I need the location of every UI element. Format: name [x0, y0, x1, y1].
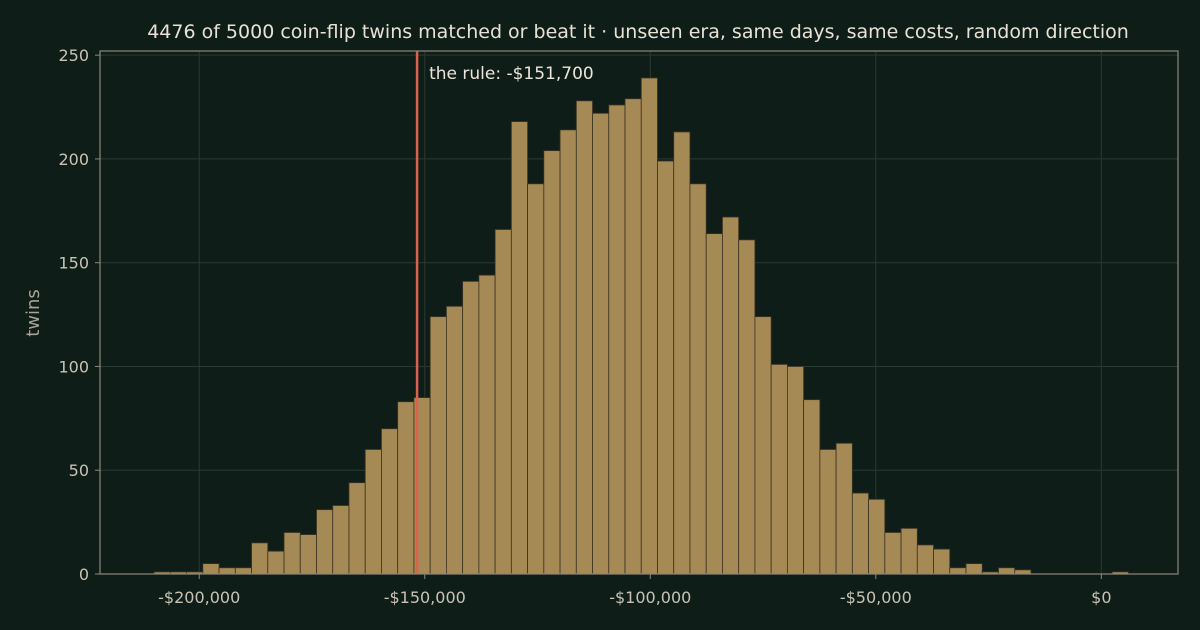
histogram-bar: [299, 534, 317, 575]
histogram-bar: [543, 150, 561, 575]
histogram-bar: [998, 567, 1016, 575]
histogram-bar: [722, 216, 740, 575]
x-tick-label: -$200,000: [158, 588, 240, 607]
histogram-bar: [1014, 569, 1032, 575]
histogram-bar: [429, 316, 447, 575]
histogram-bar: [884, 532, 902, 575]
histogram-bar: [754, 316, 772, 575]
plot-frame: [99, 50, 1179, 575]
histogram-bar: [364, 449, 382, 575]
histogram-bar: [446, 305, 464, 575]
histogram-bar: [234, 567, 252, 575]
histogram-bar: [592, 112, 610, 575]
histogram-bar: [657, 160, 675, 575]
x-tick-label: -$50,000: [840, 588, 912, 607]
x-tick-label: $0: [1091, 588, 1111, 607]
histogram-bar: [527, 183, 545, 575]
y-tick-label: 200: [58, 150, 89, 169]
y-tick-label: 50: [69, 461, 89, 480]
histogram-bar: [900, 527, 918, 575]
histogram-bar: [332, 505, 350, 575]
y-tick-label: 100: [58, 357, 89, 376]
histogram-bar: [738, 239, 756, 575]
histogram-bars: [153, 77, 1129, 575]
histogram-bar: [478, 274, 496, 575]
x-tick-label: -$150,000: [384, 588, 466, 607]
histogram-bar: [283, 532, 301, 575]
histogram-bar: [770, 363, 788, 575]
histogram-bar: [949, 567, 967, 575]
histogram-bar: [673, 131, 691, 575]
histogram-bar: [559, 129, 577, 575]
x-axis-ticks: -$200,000 -$150,000 -$100,000 -$50,000 $0: [158, 574, 1112, 607]
histogram-bar: [803, 399, 821, 575]
y-tick-label: 250: [58, 46, 89, 65]
histogram-bar: [786, 366, 805, 575]
histogram-bar: [965, 563, 983, 575]
rule-annotation: the rule: -$151,700: [429, 64, 594, 84]
histogram-bar: [851, 492, 869, 575]
histogram-bar: [835, 442, 853, 575]
histogram-bar: [933, 548, 951, 575]
histogram-bar: [316, 509, 334, 575]
histogram-bar: [575, 100, 593, 575]
histogram-bar: [608, 104, 626, 575]
histogram-bar: [462, 280, 480, 575]
histogram-bar: [916, 544, 934, 575]
histogram-bar: [819, 449, 837, 575]
histogram-bar: [510, 121, 528, 575]
histogram-bar: [267, 550, 285, 575]
histogram-bar: [494, 229, 512, 575]
x-tick-label: -$100,000: [609, 588, 691, 607]
histogram-bar: [624, 98, 642, 575]
y-axis-label: twins: [23, 289, 44, 337]
histogram-bar: [251, 542, 269, 575]
y-tick-label: 150: [58, 254, 89, 273]
y-axis-ticks: 0 50 100 150 200 250: [58, 46, 100, 584]
chart-title: 4476 of 5000 coin-flip twins matched or …: [147, 21, 1129, 43]
histogram-bar: [705, 233, 723, 575]
histogram-bar: [348, 482, 366, 575]
histogram-bar: [381, 428, 399, 575]
histogram-bar: [218, 567, 236, 575]
histogram-bar: [689, 183, 707, 575]
histogram-bar: [640, 77, 658, 575]
histogram-bar: [202, 563, 220, 575]
histogram-bar: [397, 401, 415, 575]
y-tick-label: 0: [79, 565, 89, 584]
histogram-bar: [868, 498, 886, 575]
